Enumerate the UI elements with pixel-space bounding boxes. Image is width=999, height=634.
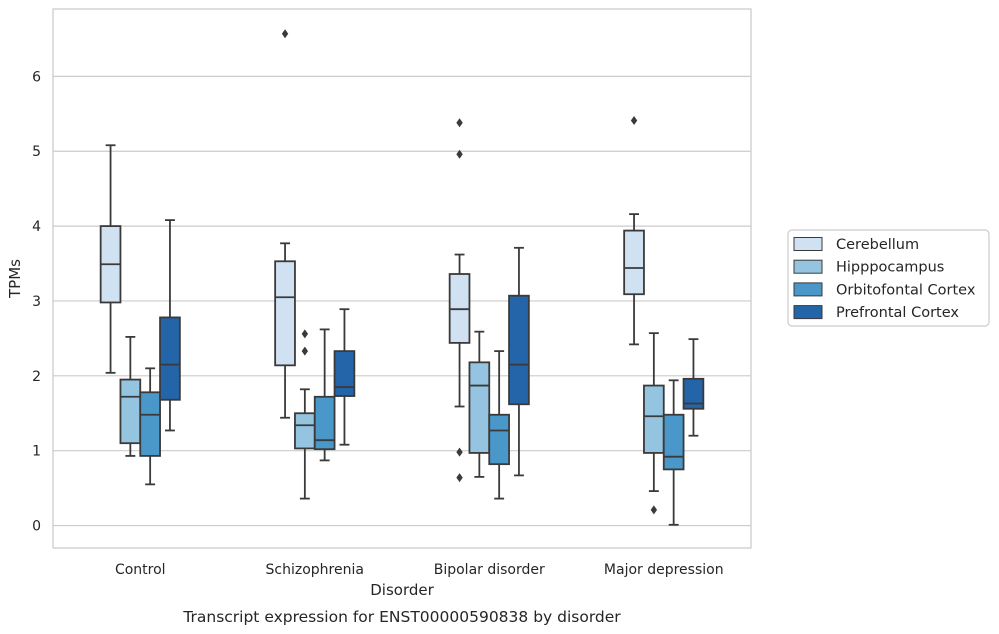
box-series <box>99 29 705 526</box>
outlier-point <box>281 29 289 39</box>
box <box>468 361 491 454</box>
outlier-point <box>456 149 463 159</box>
x-tick-label: Schizophrenia <box>266 562 364 578</box>
x-tick-labels: Control Schizophrenia Bipolar disorder Majo… <box>115 562 724 578</box>
grid-lines <box>53 75 751 527</box>
box-group <box>119 335 142 457</box>
legend: Cerebellum Hipppocampus Orbitofontal Corte… <box>787 229 990 327</box>
box-group <box>643 332 665 515</box>
y-tick-label: 4 <box>32 219 41 235</box>
box-group <box>662 379 685 526</box>
legend-frame <box>787 229 990 327</box>
y-axis-label: TPMs <box>6 259 24 299</box>
y-tick-label: 6 <box>32 69 41 85</box>
box <box>662 413 685 471</box>
legend-swatch <box>793 282 823 297</box>
x-tick-label: Major depression <box>604 562 724 578</box>
box <box>159 316 181 401</box>
outlier-point <box>301 329 309 339</box>
box-group <box>333 308 356 446</box>
outlier-point <box>630 116 638 126</box>
box-group <box>468 330 491 478</box>
outlier-point <box>456 473 463 483</box>
box-group <box>159 219 181 432</box>
y-tick-label: 3 <box>32 294 41 310</box>
x-tick-label: Control <box>115 562 166 578</box>
box <box>488 413 510 466</box>
box <box>643 384 665 454</box>
legend-swatch <box>793 259 823 274</box>
box <box>294 412 316 450</box>
box-group <box>682 338 705 437</box>
box <box>333 350 356 397</box>
outlier-point <box>301 346 309 356</box>
legend-entry: Orbitofontal Cortex <box>836 282 976 298</box>
box <box>139 391 161 457</box>
legend-entry: Prefrontal Cortex <box>836 305 959 321</box>
y-tick-labels: 0 1 2 3 4 5 6 <box>32 69 41 534</box>
plot-frame <box>52 8 752 549</box>
legend-swatch <box>793 305 823 320</box>
outlier-point <box>650 505 658 515</box>
outlier-point <box>456 447 463 457</box>
box <box>119 378 142 445</box>
outlier-point <box>456 118 463 128</box>
box-group <box>508 246 530 477</box>
box <box>623 229 645 296</box>
x-tick-label: Bipolar disorder <box>434 562 545 578</box>
box-group <box>488 350 510 500</box>
box <box>313 395 336 451</box>
y-tick-label: 0 <box>32 519 41 535</box>
box-group <box>448 118 471 483</box>
box-group <box>274 29 296 419</box>
box-group <box>623 116 645 346</box>
x-axis-label: Disorder <box>370 581 434 599</box>
y-tick-label: 2 <box>32 369 41 385</box>
legend-entry: Hipppocampus <box>836 260 944 276</box>
box-group <box>139 367 161 486</box>
box <box>274 260 296 367</box>
legend-entry: Cerebellum <box>836 237 919 253</box>
box <box>508 294 530 406</box>
chart-caption: Transcript expression for ENST0000059083… <box>182 608 621 626</box>
legend-swatch <box>793 237 823 251</box>
box <box>682 377 705 410</box>
y-tick-label: 5 <box>32 144 41 160</box>
box-group <box>99 144 122 374</box>
box-group <box>313 328 336 462</box>
y-tick-label: 1 <box>32 444 41 460</box>
box-group <box>294 329 316 500</box>
